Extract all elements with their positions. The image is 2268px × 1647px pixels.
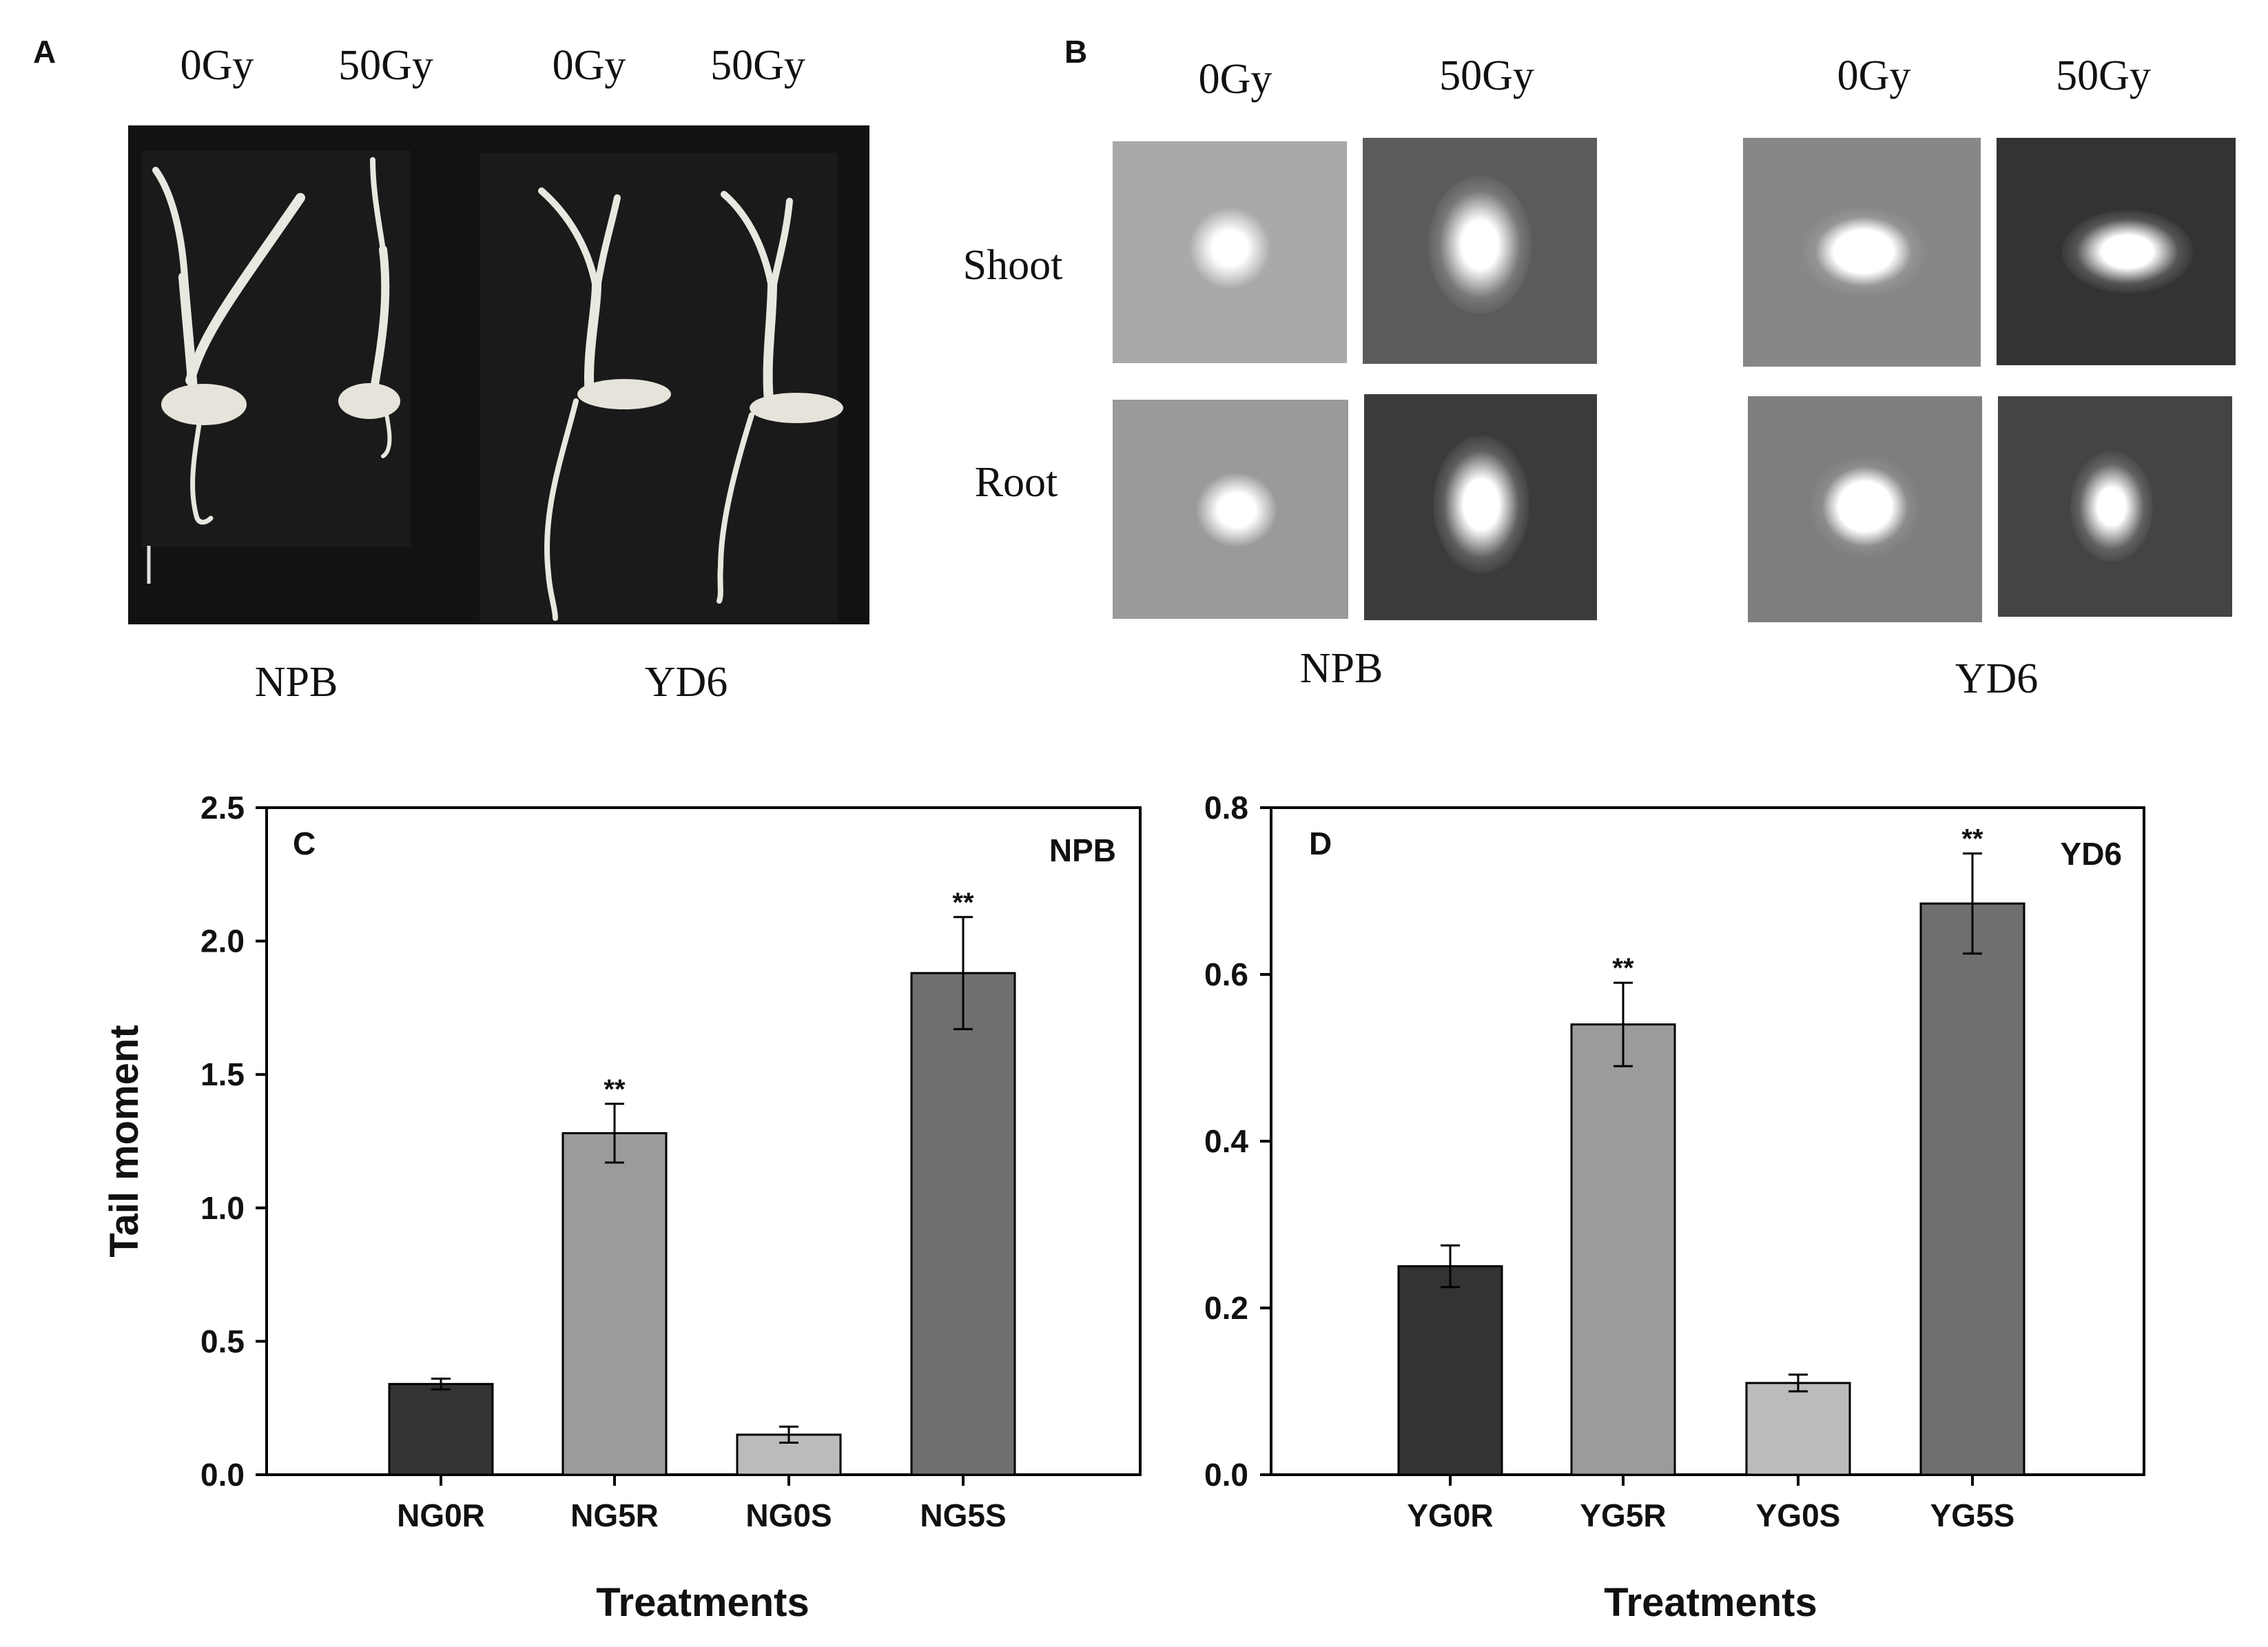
panel-a-letter: A xyxy=(33,34,56,70)
bar-yg5r xyxy=(1570,1023,1676,1476)
chart-title: NPB xyxy=(1049,832,1116,868)
significance-label: ** xyxy=(952,888,974,918)
y-tick-label: 2.5 xyxy=(200,790,245,826)
seedling-leaf xyxy=(593,194,621,294)
comet-tile-npb-root-50gy xyxy=(1364,394,1597,620)
panel-a-dose-label: 0Gy xyxy=(180,42,254,89)
seedling-leaf xyxy=(370,157,386,252)
comet-tile-yd6-root-0gy xyxy=(1748,396,1982,622)
x-tick-label: YG0R xyxy=(1407,1497,1493,1533)
x-tick-label: NG0S xyxy=(745,1497,832,1533)
seedling-shoot xyxy=(763,279,777,406)
y-tick-label: 2.0 xyxy=(200,923,245,959)
x-tick-label: YG5R xyxy=(1580,1497,1666,1533)
panel-b-letter: B xyxy=(1064,34,1088,70)
seedling-photo xyxy=(128,125,869,624)
x-tick-label: NG5S xyxy=(920,1497,1006,1533)
y-tick-label: 0.0 xyxy=(200,1457,245,1493)
comet-tile-npb-shoot-50gy xyxy=(1363,138,1597,364)
seedling-root xyxy=(717,412,754,604)
panel-a-dose-label: 50Gy xyxy=(338,42,433,89)
comet-tile-yd6-root-50gy xyxy=(1998,396,2232,617)
y-tick-label: 0.5 xyxy=(200,1323,245,1359)
bar-ng5s xyxy=(910,972,1016,1476)
panel-b-dose-label: 50Gy xyxy=(1439,52,1534,99)
panel-a-dose-label: 50Gy xyxy=(710,42,805,89)
significance-label: ** xyxy=(604,1074,626,1105)
bar-ng5r xyxy=(561,1132,668,1476)
panel-b-dose-label: 0Gy xyxy=(1837,52,1911,99)
seed-grain xyxy=(338,383,400,419)
panel-letter: C xyxy=(293,826,316,861)
bar-yg0s xyxy=(1745,1382,1851,1476)
seedling-root xyxy=(190,398,214,525)
bar-yg5s xyxy=(1919,902,2025,1476)
x-tick-label: NG0R xyxy=(397,1497,485,1533)
significance-label: ** xyxy=(1612,953,1634,983)
chart-title: YD6 xyxy=(2061,836,2122,872)
y-tick-label: 0.4 xyxy=(1204,1123,1248,1159)
seedling-leaf xyxy=(538,187,600,294)
panel-a-dose-label: 0Gy xyxy=(552,42,626,89)
seedling-root xyxy=(544,398,579,621)
x-tick-label: YG5S xyxy=(1930,1497,2015,1533)
seedling-leaf xyxy=(769,198,793,294)
comet-tile-yd6-shoot-0gy xyxy=(1743,138,1981,367)
panel-a-variety-label: NPB xyxy=(254,659,338,706)
seedling-shoot xyxy=(185,193,305,385)
panel-b-row-label-root: Root xyxy=(974,459,1058,506)
seedling-drawing xyxy=(147,157,843,621)
y-tick-label: 0.8 xyxy=(1204,790,1248,826)
seed-grain xyxy=(750,393,843,423)
significance-label: ** xyxy=(1961,824,1983,855)
bar-ng0r xyxy=(388,1382,494,1476)
seedling-shoot xyxy=(369,245,390,402)
y-tick-label: 0.2 xyxy=(1204,1290,1248,1326)
seed-grain xyxy=(161,384,247,425)
panel-b-variety-label: NPB xyxy=(1299,645,1383,692)
panel-b-row-label-shoot: Shoot xyxy=(962,242,1063,289)
x-axis-label: Treatments xyxy=(596,1580,809,1625)
x-tick-label: NG5R xyxy=(570,1497,659,1533)
y-tick-label: 0.6 xyxy=(1204,957,1248,992)
comet-tile-yd6-shoot-50gy xyxy=(1997,138,2236,365)
x-tick-label: YG0S xyxy=(1756,1497,1841,1533)
panel-a-variety-label: YD6 xyxy=(644,659,728,706)
panel-b-dose-label: 50Gy xyxy=(2056,52,2151,99)
comet-tile-npb-shoot-0gy xyxy=(1113,141,1347,363)
panel-b-dose-label: 0Gy xyxy=(1198,56,1272,103)
seedling-leaf xyxy=(152,167,188,280)
x-axis-label: Treatments xyxy=(1604,1580,1817,1625)
panel-letter: D xyxy=(1309,826,1332,861)
bar-yg0r xyxy=(1397,1265,1503,1476)
panel-b-variety-label: YD6 xyxy=(1955,655,2039,702)
plot-frame xyxy=(265,806,1142,1476)
y-tick-label: 1.0 xyxy=(200,1190,245,1226)
seed-grain xyxy=(577,379,671,409)
y-tick-label: 1.5 xyxy=(200,1056,245,1092)
comet-tile-npb-root-0gy xyxy=(1113,400,1348,619)
seedling-leaf xyxy=(721,191,776,294)
y-tick-label: 0.0 xyxy=(1204,1457,1248,1493)
y-axis-label: Tail moment xyxy=(102,1025,147,1257)
